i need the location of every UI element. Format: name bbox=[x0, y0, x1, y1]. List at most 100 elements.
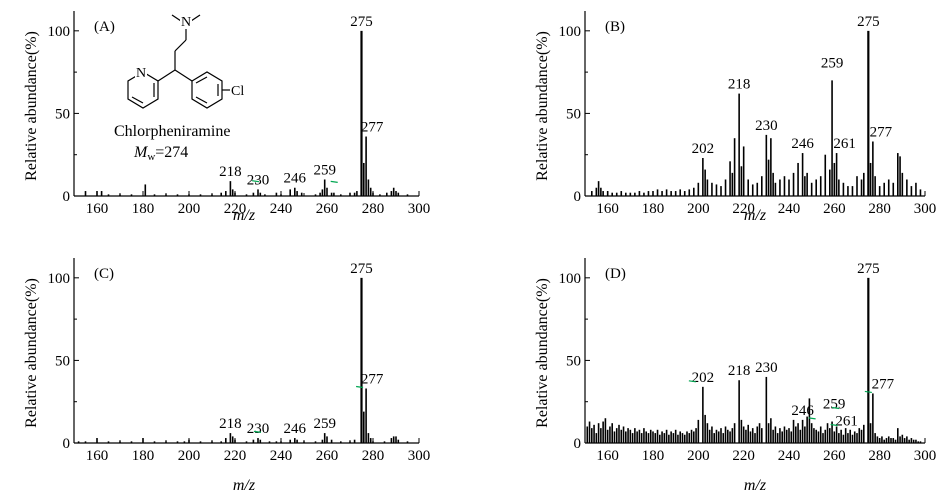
panel-c-ylabel: Relative abundance(%) bbox=[23, 278, 40, 428]
peak-label: 275 bbox=[350, 14, 373, 30]
y-tick-label: 100 bbox=[559, 24, 582, 40]
panel-d-label: (D) bbox=[605, 266, 626, 282]
accent-mark bbox=[864, 390, 872, 394]
panel-a-ylabel: Relative abundance(%) bbox=[23, 31, 40, 181]
y-tick-label: 50 bbox=[55, 353, 70, 369]
panel-a: Relative abundance(%) (A) 218 230 246 259 27… bbox=[23, 11, 430, 224]
x-tick-label: 280 bbox=[868, 201, 891, 217]
y-tick-label: 0 bbox=[63, 436, 71, 452]
x-tick-label: 240 bbox=[778, 201, 801, 217]
peak-label: 246 bbox=[791, 403, 814, 419]
bond bbox=[174, 69, 193, 82]
x-tick-label: 260 bbox=[316, 448, 339, 464]
accent-mark bbox=[356, 385, 364, 389]
panel-d-ylabel-text: Relative abundance(%) bbox=[534, 278, 551, 428]
mw-sub: w bbox=[147, 151, 155, 163]
panel-c-label: (C) bbox=[94, 266, 114, 282]
y-tick-label: 50 bbox=[566, 353, 581, 369]
y-tick-label: 0 bbox=[574, 436, 582, 452]
peak-label: 277 bbox=[361, 371, 384, 387]
x-tick-label: 280 bbox=[868, 448, 891, 464]
panel-d-ticks bbox=[584, 277, 926, 444]
panel-b-ylabel-text: Relative abundance(%) bbox=[534, 31, 551, 181]
peak-label: 230 bbox=[755, 360, 778, 376]
x-tick-label: 180 bbox=[132, 448, 155, 464]
x-tick-label: 160 bbox=[86, 448, 109, 464]
peak-label: 218 bbox=[219, 416, 242, 432]
y-tick-label: 100 bbox=[48, 24, 71, 40]
y-tick-label: 50 bbox=[566, 106, 581, 122]
bond bbox=[174, 39, 187, 52]
atom-bg bbox=[135, 66, 147, 78]
atom-n-amine: N bbox=[181, 15, 191, 30]
peak-label: 259 bbox=[821, 55, 844, 71]
panel-c-axes bbox=[73, 258, 419, 444]
x-tick-label: 260 bbox=[316, 201, 339, 217]
panel-b-ylabel: Relative abundance(%) bbox=[534, 31, 551, 181]
x-tick-label: 180 bbox=[132, 201, 155, 217]
panel-c-bars bbox=[77, 277, 409, 443]
x-tick-label: 220 bbox=[732, 448, 755, 464]
panel-c: Relative abundance(%) (C) 218 230 246 259 27… bbox=[23, 258, 430, 494]
molecule-weight: Mw=274 bbox=[133, 144, 188, 163]
accent-mark bbox=[831, 406, 840, 410]
x-tick-label: 180 bbox=[642, 448, 665, 464]
panel-b-xtick-labels: 160 180 200 220 240 260 280 300 bbox=[596, 201, 936, 217]
panel-b-label: (B) bbox=[605, 19, 625, 35]
peak-label: 218 bbox=[728, 363, 751, 379]
panel-c-ytick-labels: 0 50 100 bbox=[48, 271, 71, 452]
x-tick-label: 160 bbox=[596, 448, 619, 464]
peak-label: 275 bbox=[857, 261, 880, 277]
panel-d-xlabel: m/z bbox=[744, 477, 767, 494]
panel-c-accents bbox=[253, 385, 364, 433]
panel-d-accents bbox=[688, 380, 872, 427]
x-tick-label: 200 bbox=[178, 448, 201, 464]
panel-a-ylabel-text: Relative abundance(%) bbox=[23, 31, 40, 181]
peak-label: 246 bbox=[284, 421, 307, 437]
atom-bg bbox=[180, 17, 192, 29]
x-tick-label: 220 bbox=[732, 201, 755, 217]
panel-a-axes bbox=[73, 11, 419, 197]
panel-d-ylabel: Relative abundance(%) bbox=[534, 278, 551, 428]
peak-label: 246 bbox=[284, 171, 307, 187]
bond bbox=[131, 96, 144, 104]
x-tick-label: 180 bbox=[642, 201, 665, 217]
x-tick-label: 300 bbox=[914, 201, 937, 217]
mw-symbol: M bbox=[133, 144, 149, 161]
x-tick-label: 200 bbox=[687, 201, 710, 217]
x-tick-label: 220 bbox=[224, 201, 247, 217]
bond bbox=[171, 14, 182, 22]
panel-d-axes bbox=[584, 258, 925, 444]
accent-mark bbox=[251, 180, 260, 183]
x-tick-label: 200 bbox=[178, 201, 201, 217]
panel-a-accents bbox=[251, 180, 338, 183]
peak-label: 259 bbox=[823, 397, 846, 413]
peak-label: 277 bbox=[361, 120, 384, 136]
atom-cl: Cl bbox=[231, 84, 244, 99]
x-tick-label: 200 bbox=[687, 448, 710, 464]
y-tick-label: 0 bbox=[63, 189, 71, 205]
accent-mark bbox=[330, 180, 338, 183]
x-tick-label: 240 bbox=[270, 201, 293, 217]
peak-label: 259 bbox=[313, 416, 336, 432]
panel-a-xlabel: m/z bbox=[233, 207, 256, 224]
x-tick-label: 300 bbox=[914, 448, 937, 464]
panel-b-xlabel: m/z bbox=[744, 207, 767, 224]
peak-label: 275 bbox=[857, 14, 880, 30]
x-tick-label: 220 bbox=[224, 448, 247, 464]
panel-a-bars bbox=[84, 30, 409, 196]
x-tick-label: 240 bbox=[270, 448, 293, 464]
peak-label: 246 bbox=[791, 136, 814, 152]
phenyl-ring bbox=[191, 71, 223, 109]
peak-label: 277 bbox=[870, 124, 893, 140]
panel-c-xlabel: m/z bbox=[233, 477, 256, 494]
panel-a-ticks bbox=[73, 30, 420, 197]
peak-label: 259 bbox=[313, 162, 336, 178]
panel-c-ticks bbox=[73, 277, 420, 444]
x-tick-label: 160 bbox=[86, 201, 109, 217]
panel-b: Relative abundance(%) (B) 202 218 230 246 25… bbox=[534, 11, 936, 224]
accent-mark bbox=[830, 423, 838, 427]
peak-label: 230 bbox=[755, 118, 778, 134]
x-tick-label: 260 bbox=[823, 201, 846, 217]
